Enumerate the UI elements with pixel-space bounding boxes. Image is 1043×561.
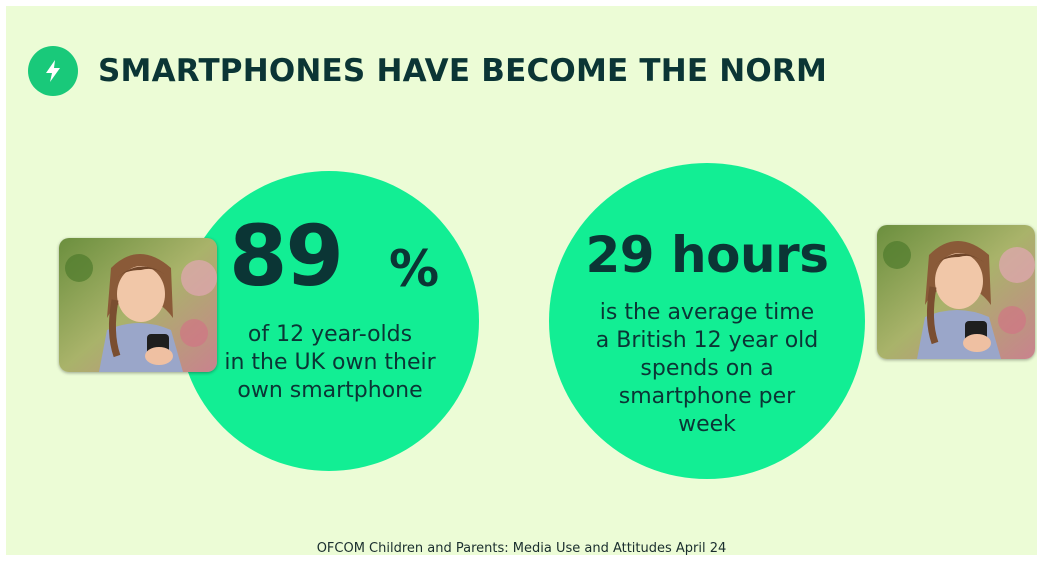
caption-line: week: [678, 412, 736, 437]
girl-using-smartphone-photo: [59, 238, 217, 372]
caption-line: spends on a: [640, 356, 774, 381]
girl-using-smartphone-photo: [877, 225, 1035, 359]
slide: SMARTPHONES HAVE BECOME THE NORM 89 % of…: [6, 6, 1037, 555]
usage-stat-caption: is the average time a British 12 year ol…: [569, 299, 845, 439]
caption-line: in the UK own their: [224, 350, 436, 375]
source-citation: OFCOM Children and Parents: Media Use an…: [316, 541, 727, 555]
caption-line: own smartphone: [237, 378, 423, 403]
usage-stat-value: 29 hours: [585, 226, 829, 284]
lightning-bolt-icon: [28, 46, 78, 96]
ownership-stat-value: 89: [229, 207, 344, 305]
caption-line: a British 12 year old: [595, 328, 819, 353]
page-title: SMARTPHONES HAVE BECOME THE NORM: [98, 53, 828, 89]
caption-line: smartphone per: [618, 384, 796, 409]
ownership-stat-caption: of 12 year-olds in the UK own their own …: [199, 321, 461, 405]
caption-line: of 12 year-olds: [247, 322, 413, 347]
ownership-stat-unit: %: [389, 240, 440, 298]
caption-line: is the average time: [599, 300, 815, 325]
usage-stat-circle: [549, 163, 865, 479]
ownership-stat-circle: [179, 171, 479, 471]
